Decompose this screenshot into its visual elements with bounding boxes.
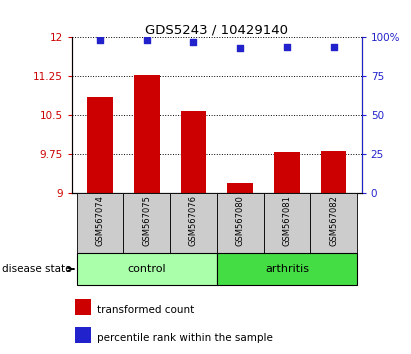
Bar bbox=[217, 193, 263, 253]
Text: GSM567074: GSM567074 bbox=[95, 195, 104, 246]
Text: percentile rank within the sample: percentile rank within the sample bbox=[97, 333, 272, 343]
Bar bbox=[123, 193, 170, 253]
Bar bbox=[76, 193, 123, 253]
Text: disease state: disease state bbox=[2, 264, 72, 274]
Bar bbox=[75, 298, 91, 315]
Point bbox=[237, 45, 243, 51]
Text: GSM567080: GSM567080 bbox=[236, 195, 245, 246]
Bar bbox=[180, 111, 206, 193]
Text: GSM567076: GSM567076 bbox=[189, 195, 198, 246]
Text: control: control bbox=[127, 264, 166, 274]
Text: arthritis: arthritis bbox=[265, 264, 309, 274]
Bar bbox=[76, 253, 217, 285]
Title: GDS5243 / 10429140: GDS5243 / 10429140 bbox=[145, 23, 288, 36]
Bar bbox=[170, 193, 217, 253]
Bar bbox=[134, 75, 159, 193]
Text: GSM567075: GSM567075 bbox=[142, 195, 151, 246]
Bar bbox=[263, 193, 310, 253]
Point bbox=[143, 38, 150, 43]
Point bbox=[330, 44, 337, 49]
Bar bbox=[227, 183, 253, 193]
Bar bbox=[321, 152, 346, 193]
Text: GSM567082: GSM567082 bbox=[329, 195, 338, 246]
Bar bbox=[75, 327, 91, 343]
Bar bbox=[274, 153, 300, 193]
Point bbox=[284, 44, 290, 49]
Point bbox=[97, 38, 103, 43]
Bar bbox=[310, 193, 357, 253]
Bar bbox=[217, 253, 357, 285]
Text: GSM567081: GSM567081 bbox=[282, 195, 291, 246]
Bar bbox=[87, 97, 113, 193]
Point bbox=[190, 39, 197, 45]
Text: transformed count: transformed count bbox=[97, 304, 194, 315]
